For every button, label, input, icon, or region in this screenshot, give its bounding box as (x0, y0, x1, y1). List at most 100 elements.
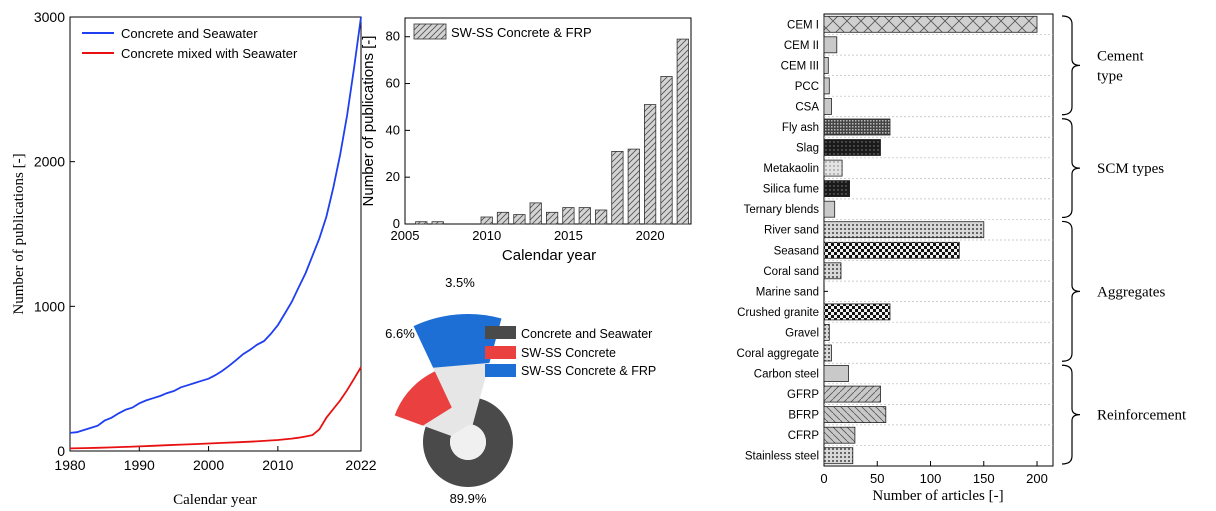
hbar-cem-ii (823, 36, 838, 54)
hbar-metakaolin (823, 159, 843, 177)
hbar-slag (823, 139, 881, 156)
hbar-category-label-seasand: Seasand (774, 245, 819, 257)
hbar-category-label-cfrp: CFRP (788, 430, 820, 442)
hbar-category-label-metakaolin: Metakaolin (763, 163, 819, 175)
hbar-category-label-cem-ii: CEM II (784, 40, 819, 52)
hbar-category-label-river-sand: River sand (764, 225, 819, 237)
hbar-category-label-marine-sand: Marine sand (756, 286, 819, 298)
hbar-coral-sand (823, 262, 842, 280)
hbar-bfrp (823, 406, 887, 424)
bar-x-axis-label: Calendar year (502, 247, 596, 264)
hbar-x-tick-label: 50 (870, 471, 884, 486)
hbar-category-label-coral-aggregate: Coral aggregate (737, 348, 819, 360)
article-count-chart-panel: 0 50 100 150 200 CEM I CEM II CEM III PCC CSA Fly… (737, 13, 1187, 504)
hbar-category-label-pcc: PCC (795, 81, 819, 93)
hbar-category-label-slag: Slag (796, 143, 819, 155)
bar-2020 (644, 104, 657, 225)
hbar-x-tick-label: 0 (820, 471, 827, 486)
pie-explode-guide-2 (433, 359, 490, 426)
bar-2022 (676, 38, 689, 225)
bar-legend: SW-SS Concrete & FRP (413, 23, 592, 40)
group-label-line: type (1097, 68, 1123, 84)
hbar-axes: 0 50 100 150 200 (820, 34, 1053, 486)
pie-value-label-sw-ss: 6.6% (385, 326, 415, 341)
hbar-category-label-fly-ash: Fly ash (782, 122, 819, 134)
hbar-x-tick-label: 100 (920, 471, 942, 486)
pie-legend-label-0: Concrete and Seawater (521, 327, 652, 341)
line-series-concrete-and-seawater (69, 16, 362, 434)
bar-2007 (431, 221, 444, 225)
hbar-silica-fume (823, 180, 851, 198)
group-label-reinforcement: Reinforcement (1097, 408, 1187, 424)
hbar-group-brackets: Cement type SCM types Aggregates Reinforceme… (1061, 15, 1187, 465)
hbar-ternary-blends (823, 200, 836, 218)
bar-2016 (578, 207, 591, 225)
hbar-pcc (823, 77, 830, 95)
group-label-line: SCM types (1097, 161, 1164, 177)
hbar-csa (823, 98, 832, 115)
hbar-gravel (823, 323, 830, 341)
hbar-coral-aggregate (823, 344, 832, 362)
bar-2013 (529, 202, 542, 225)
bar-axes: 2005 2010 2015 2020 0 20 40 60 80 (386, 29, 665, 243)
pie-legend-label-1: SW-SS Concrete (521, 346, 616, 360)
pie-slice-sw-ss-concrete-frp (413, 314, 502, 368)
pie-legend-swatch-0 (485, 326, 516, 339)
bar-x-tick-label: 2005 (391, 228, 420, 243)
hbar-x-tick-label: 150 (973, 471, 995, 486)
hbar-category-label-csa: CSA (795, 101, 819, 113)
hbar-cfrp (823, 426, 856, 444)
legend-swatch-frp (413, 23, 447, 40)
bar-2011 (496, 211, 510, 225)
bar-2015 (562, 207, 575, 225)
bar-2012 (513, 214, 526, 225)
hbar-fly-ash (823, 118, 891, 136)
bar-2019 (627, 148, 640, 225)
hbar-cem-i (823, 15, 1038, 33)
hbar-seasand (823, 241, 960, 259)
hbar-category-label-bfrp: BFRP (788, 410, 819, 422)
legend-label-frp: SW-SS Concrete & FRP (451, 25, 592, 40)
line-series-layer (69, 16, 362, 450)
hbar-category-label-crushed-granite: Crushed granite (737, 307, 819, 319)
pie-chart-panel: 89.9% 6.6% 3.5% Concrete and Seawater SW… (385, 275, 656, 506)
bar-chart-panel: 2005 2010 2015 2020 0 20 40 60 80 SW-SS Concrete… (360, 17, 692, 264)
bar-y-tick-label: 60 (386, 76, 400, 91)
bar-2010 (480, 216, 493, 225)
hbar-gfrp (823, 385, 881, 403)
hbar-category-label-gfrp: GFRP (787, 389, 819, 401)
line-y-tick-label: 2000 (34, 154, 65, 170)
line-x-tick-label: 2010 (262, 457, 293, 473)
hbar-cem-iii (823, 57, 829, 74)
line-x-tick-label: 2000 (193, 457, 224, 473)
line-plot-frame (69, 16, 362, 452)
line-y-tick-label: 1000 (34, 298, 65, 314)
group-brace-reinforcement (1061, 364, 1081, 465)
bar-y-tick-label: 20 (386, 169, 400, 184)
group-brace-scm-types (1061, 118, 1081, 219)
legend-label-concrete-mixed-seawater: Concrete mixed with Seawater (121, 46, 298, 61)
hbar-crushed-granite (823, 303, 891, 321)
pie-value-label-frp: 3.5% (445, 275, 475, 290)
bar-2018 (611, 150, 624, 225)
group-label-scm-types: SCM types (1097, 161, 1164, 177)
line-y-axis-label: Number of publications [-] (11, 153, 27, 314)
line-y-tick-label: 0 (57, 443, 65, 459)
hbar-category-label-silica-fume: Silica fume (763, 184, 819, 196)
line-x-axis-label: Calendar year (173, 492, 257, 508)
group-label-cement-type: Cement type (1097, 48, 1144, 84)
hbar-category-label-cem-iii: CEM III (781, 60, 819, 72)
pie-legend-label-2: SW-SS Concrete & FRP (521, 364, 656, 378)
hbar-category-label-stainless-steel: Stainless steel (745, 451, 819, 463)
hbar-river-sand (823, 221, 985, 239)
legend-label-concrete-seawater: Concrete and Seawater (121, 26, 258, 41)
hbar-category-label-cem-i: CEM I (787, 19, 819, 31)
bar-2021 (660, 76, 673, 225)
pie-center-hole (450, 424, 486, 460)
hbar-stainless-steel (823, 447, 854, 465)
group-label-aggregates: Aggregates (1097, 284, 1165, 300)
group-brace-cement-type (1061, 15, 1081, 116)
line-x-tick-label: 1980 (54, 457, 85, 473)
group-label-line: Reinforcement (1097, 408, 1187, 424)
bar-2017 (595, 209, 608, 225)
